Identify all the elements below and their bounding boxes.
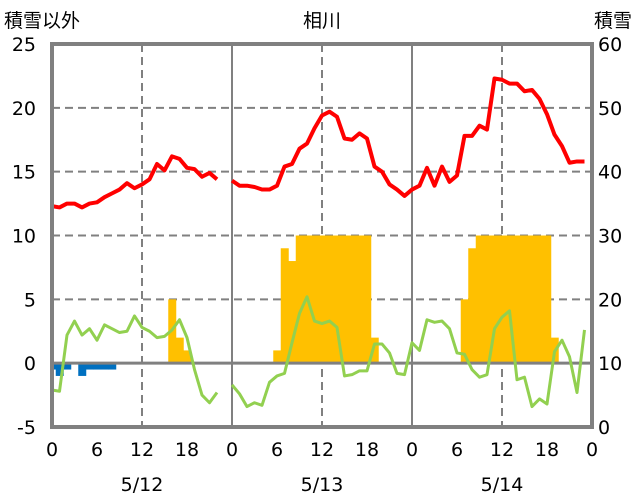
- orange-bar: [528, 235, 537, 364]
- x-tick-label: 12: [310, 439, 334, 461]
- right-tick-label: 50: [598, 98, 622, 120]
- orange-bar: [483, 235, 492, 364]
- left-tick-label: 20: [12, 98, 36, 120]
- red-line: [230, 76, 585, 198]
- x-tick-label: 0: [586, 439, 598, 461]
- blue-bar: [55, 363, 64, 376]
- orange-bar: [535, 235, 544, 364]
- orange-bar: [505, 235, 514, 364]
- right-tick-label: 30: [598, 226, 622, 248]
- orange-bar: [295, 235, 304, 364]
- blue-bar: [93, 363, 102, 370]
- orange-bar: [498, 235, 507, 364]
- orange-bar: [280, 248, 289, 364]
- x-tick-label: 12: [130, 439, 154, 461]
- orange-bar: [475, 235, 484, 364]
- green-line: [51, 314, 219, 405]
- x-tick-label: 0: [406, 439, 418, 461]
- x-tick-label: 6: [91, 439, 103, 461]
- orange-bar: [310, 235, 319, 364]
- blue-bar: [78, 363, 87, 376]
- x-tick-label: 18: [535, 439, 559, 461]
- left-tick-label: 5: [24, 289, 36, 311]
- orange-bar: [183, 350, 192, 364]
- x-tick-label: 0: [226, 439, 238, 461]
- orange-bar: [288, 261, 297, 364]
- left-tick-label: 10: [12, 226, 36, 248]
- left-tick-label: 25: [12, 34, 36, 56]
- green-line: [230, 295, 586, 409]
- right-tick-label: 40: [598, 162, 622, 184]
- right-axis-label: 積雪: [594, 10, 632, 32]
- right-tick-label: 20: [598, 289, 622, 311]
- left-tick-label: 15: [12, 162, 36, 184]
- orange-bar: [325, 235, 334, 364]
- orange-bar: [460, 299, 469, 364]
- orange-bar: [318, 235, 327, 364]
- blue-bar: [108, 363, 117, 370]
- right-tick-label: 60: [598, 34, 622, 56]
- orange-bar: [348, 235, 357, 364]
- red-line: [51, 154, 219, 210]
- plot-frame: [50, 42, 594, 429]
- orange-bar: [363, 235, 372, 364]
- left-axis-label: 積雪以外: [4, 10, 80, 32]
- left-tick-label: -5: [17, 417, 36, 439]
- orange-bar: [490, 235, 499, 364]
- orange-bar: [175, 337, 184, 364]
- blue-bar: [63, 363, 72, 370]
- x-tick-label: 6: [451, 439, 463, 461]
- date-label: 5/12: [121, 474, 164, 496]
- orange-bar: [370, 337, 379, 364]
- date-label: 5/14: [481, 474, 524, 496]
- x-tick-label: 6: [271, 439, 283, 461]
- x-tick-label: 18: [355, 439, 379, 461]
- orange-bar: [513, 235, 522, 364]
- orange-bar: [333, 235, 342, 364]
- x-tick-label: 18: [175, 439, 199, 461]
- blue-bar: [52, 363, 57, 370]
- right-tick-label: 0: [598, 417, 610, 439]
- orange-bar: [340, 235, 349, 364]
- orange-bar: [520, 235, 529, 364]
- blue-bar: [100, 363, 109, 370]
- x-tick-label: 12: [490, 439, 514, 461]
- orange-bar: [273, 350, 282, 364]
- x-tick-label: 0: [46, 439, 58, 461]
- date-label: 5/13: [301, 474, 344, 496]
- orange-bar: [543, 235, 552, 364]
- left-tick-label: 0: [24, 353, 36, 375]
- blue-bar: [85, 363, 94, 370]
- right-tick-label: 10: [598, 353, 622, 375]
- orange-bar: [355, 235, 364, 364]
- chart-title: 相川: [303, 10, 341, 32]
- orange-bar: [468, 248, 477, 364]
